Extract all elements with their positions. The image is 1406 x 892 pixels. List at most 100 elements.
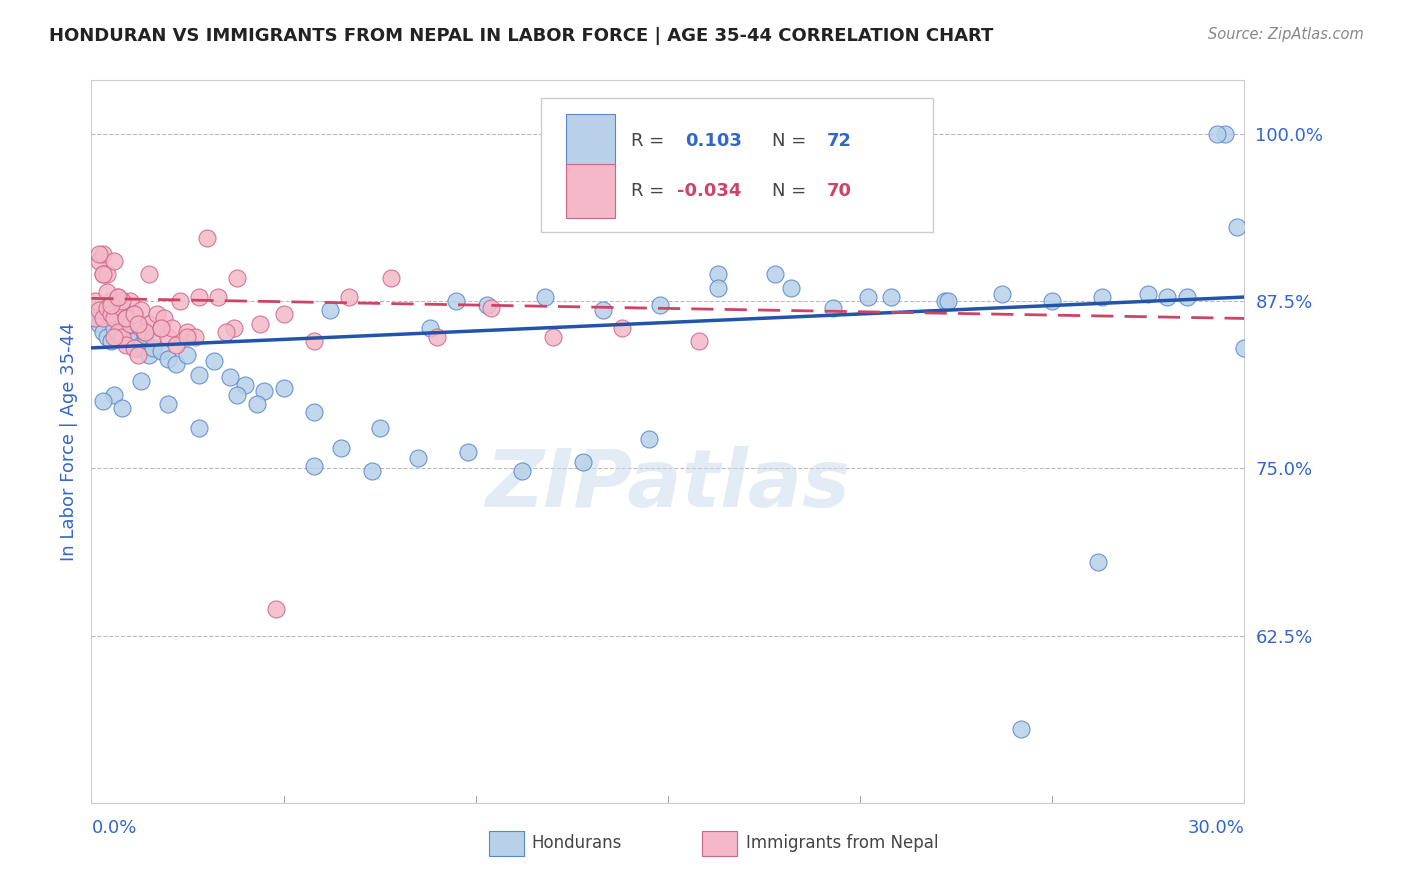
Point [1233,341,1256,355]
Point [176,325,198,339]
Point [131,303,153,318]
Point [111,401,134,416]
Point [188,368,211,382]
Point [100,308,122,322]
Point [707,268,730,282]
Point [318,303,340,318]
Point [184,330,207,344]
Point [91,311,114,326]
Point [87,253,110,268]
Point [637,432,659,446]
Point [131,321,153,335]
Text: R =: R = [631,132,669,151]
Point [572,455,595,469]
Point [823,301,845,315]
Point [176,348,198,362]
Point [118,317,141,331]
Point [127,341,149,355]
Point [233,378,256,392]
Point [115,311,138,326]
Point [115,311,138,326]
Point [115,330,138,344]
Point [534,290,557,304]
Point [96,285,118,299]
Text: Source: ZipAtlas.com: Source: ZipAtlas.com [1208,27,1364,42]
Text: ZIPatlas: ZIPatlas [485,446,851,524]
Point [253,384,276,398]
Point [368,421,391,435]
Point [122,341,145,355]
Point [91,268,114,282]
Point [127,317,149,331]
Point [934,294,956,309]
Point [1091,290,1114,304]
Text: Hondurans: Hondurans [531,834,623,852]
Point [688,334,710,349]
Point [145,308,167,322]
Point [1156,290,1178,304]
FancyBboxPatch shape [541,98,934,232]
Point [446,294,468,309]
Point [149,343,172,358]
FancyBboxPatch shape [567,164,614,219]
Point [610,321,633,335]
Point [457,445,479,459]
Point [330,442,353,455]
Text: R =: R = [631,182,669,201]
Point [149,321,172,335]
Point [304,458,326,473]
Point [87,247,110,261]
Point [91,325,114,339]
Point [103,253,125,268]
FancyBboxPatch shape [703,831,737,855]
Point [122,334,145,349]
Point [91,394,114,409]
Point [304,405,326,419]
Point [138,268,160,282]
Point [131,375,153,389]
Point [202,354,225,368]
Point [765,268,787,282]
Point [406,450,429,465]
Point [304,334,326,349]
Point [1040,294,1063,309]
Point [1206,127,1229,141]
Point [176,330,198,344]
Point [122,308,145,322]
Text: HONDURAN VS IMMIGRANTS FROM NEPAL IN LABOR FORCE | AGE 35-44 CORRELATION CHART: HONDURAN VS IMMIGRANTS FROM NEPAL IN LAB… [49,27,994,45]
Point [111,317,134,331]
Point [165,357,187,371]
Point [87,317,110,331]
Point [1137,287,1160,301]
Point [118,325,141,339]
Point [84,311,107,326]
Text: N =: N = [772,132,811,151]
Point [938,294,960,309]
Point [479,301,502,315]
Point [138,317,160,331]
Point [880,290,903,304]
Point [361,464,384,478]
Point [84,294,107,309]
Point [115,338,138,352]
Point [153,311,176,326]
Point [91,247,114,261]
Point [1226,220,1249,235]
Text: 72: 72 [827,132,852,151]
Point [249,317,271,331]
Point [188,290,211,304]
Point [100,334,122,349]
Point [107,290,129,304]
Point [246,397,269,411]
Point [84,311,107,326]
Point [91,268,114,282]
Point [122,308,145,322]
Point [111,330,134,344]
FancyBboxPatch shape [489,831,523,855]
Point [337,290,360,304]
Point [100,294,122,309]
Text: -0.034: -0.034 [678,182,741,201]
Point [118,294,141,309]
Point [1213,127,1236,141]
Text: 0.103: 0.103 [685,132,742,151]
